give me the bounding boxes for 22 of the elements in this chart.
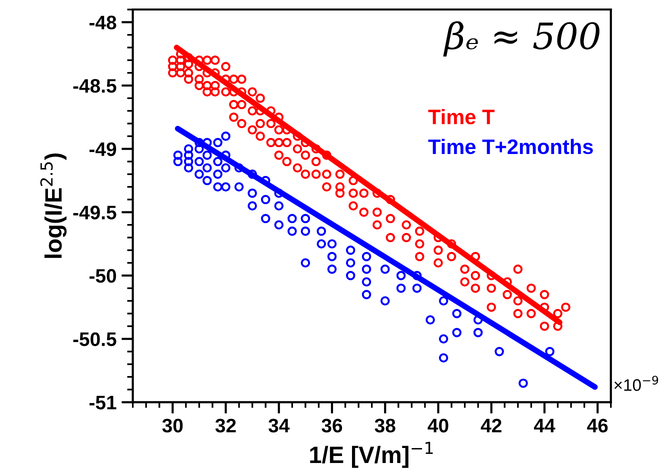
annotation: βₑ ≈ 500 [443, 21, 600, 56]
text: ×10$^{−9}$ [614, 376, 658, 391]
y-tick-label: -49 [89, 142, 116, 156]
text: Time T [428, 109, 495, 124]
x-tick-label: 38 [374, 418, 396, 432]
x-tick-label: 42 [480, 418, 502, 432]
y-axis-title: log(I/E$^{2.5}$) [40, 153, 67, 258]
x-tick-label: 30 [162, 418, 183, 432]
x-tick-label: 44 [534, 418, 556, 432]
x-tick-label: 46 [587, 418, 608, 432]
y-tick-label: -50.5 [73, 332, 116, 346]
x-tick-label: 36 [322, 418, 342, 432]
y-tick-label: -49.5 [73, 206, 116, 220]
x-tick-label: 40 [428, 418, 448, 432]
x-tick-label: 32 [215, 418, 236, 432]
y-tick-label: -50 [89, 269, 116, 283]
x-axis-title: 1/E [V/m]$^{−1}$ [310, 442, 433, 468]
y-tick-label: -48 [89, 16, 116, 30]
x-tick-label: 34 [268, 418, 290, 432]
y-tick-label: -51 [89, 396, 116, 410]
y-tick-label: -48.5 [73, 78, 116, 93]
text: Time T+2months [428, 138, 593, 154]
